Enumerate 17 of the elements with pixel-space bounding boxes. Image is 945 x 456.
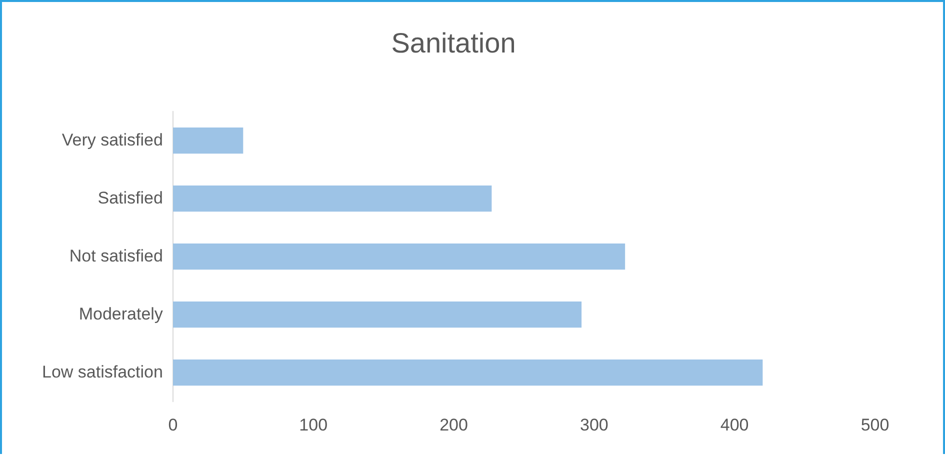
y-tick-label: Very satisfied [62,130,163,150]
x-tick-label: 500 [860,415,890,434]
bar [172,244,626,270]
x-tick-label: 300 [580,415,608,434]
x-tick-label: 0 [168,415,178,434]
bar [172,360,763,386]
y-tick-label: Satisfied [98,188,163,208]
y-tick-label: Moderately [78,304,164,324]
y-tick-label: Not satisfied [69,246,163,266]
bar [172,128,244,154]
x-tick-label: 400 [720,415,749,434]
chart-title: Sanitation [391,28,516,59]
bar [172,186,492,212]
x-tick-label: 100 [299,415,328,434]
x-tick-label: 200 [440,415,468,434]
y-tick-label: Low satisfaction [42,362,163,382]
bar [172,302,582,328]
